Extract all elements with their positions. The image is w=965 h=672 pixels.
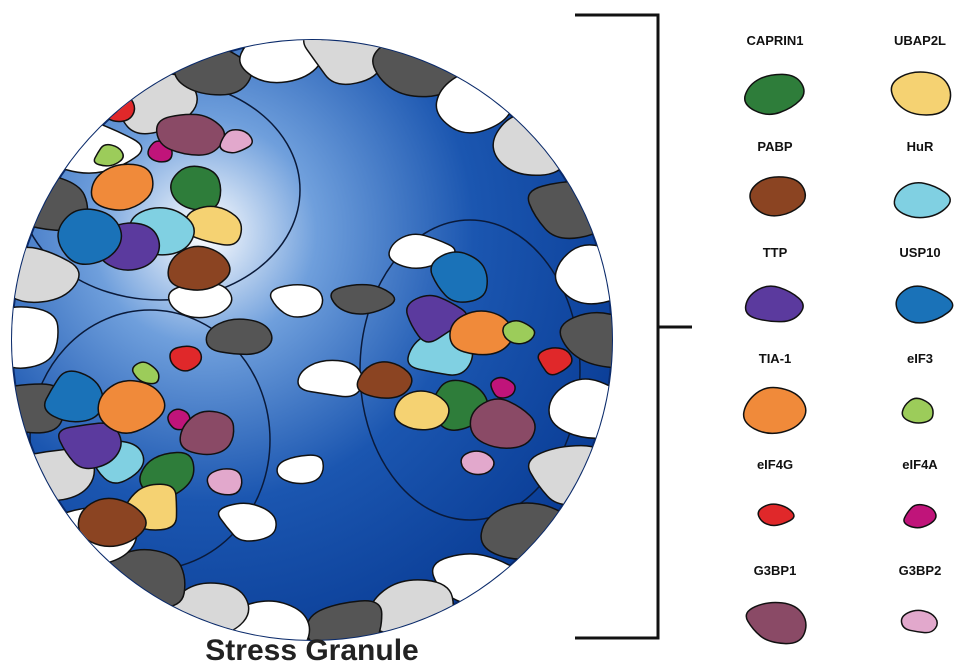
- legend-label: PABP: [757, 139, 792, 154]
- legend-label: CAPRIN1: [746, 33, 803, 48]
- legend-swatch: [744, 388, 806, 434]
- legend-swatch: [894, 183, 950, 218]
- page: {"title": "Stress Granule", "legend": [ …: [0, 0, 965, 672]
- legend-swatch: [902, 398, 933, 423]
- legend-label: eIF4A: [902, 457, 938, 472]
- legend-label: UBAP2L: [894, 33, 946, 48]
- channel-granule: [206, 319, 272, 354]
- legend-label: eIF4G: [757, 457, 793, 472]
- rim-granule: [0, 307, 58, 368]
- legend-swatch: [891, 72, 950, 115]
- diagram: Stress Granule CAPRIN1 UBAP2L PABP HuR TTP US…: [0, 0, 965, 672]
- legend: CAPRIN1 UBAP2L PABP HuR TTP USP10 TIA-1 eIF3 eIF…: [744, 33, 953, 644]
- rim-granule: [555, 245, 636, 304]
- protein: [461, 451, 494, 474]
- legend-label: TIA-1: [759, 351, 792, 366]
- legend-swatch: [746, 602, 806, 643]
- title: Stress Granule: [205, 634, 418, 667]
- legend-label: G3BP1: [754, 563, 797, 578]
- legend-swatch: [904, 505, 936, 528]
- legend-label: eIF3: [907, 351, 933, 366]
- legend-swatch: [901, 610, 937, 632]
- legend-label: HuR: [907, 139, 934, 154]
- protein: [100, 96, 134, 122]
- legend-swatch: [896, 286, 953, 323]
- protein: [395, 391, 449, 430]
- legend-swatch: [750, 177, 805, 216]
- legend-swatch: [758, 504, 794, 525]
- legend-swatch: [746, 286, 804, 322]
- legend-swatch: [745, 74, 804, 114]
- legend-label: G3BP2: [899, 563, 942, 578]
- legend-label: TTP: [763, 245, 788, 260]
- protein: [207, 469, 241, 495]
- legend-label: USP10: [899, 245, 940, 260]
- rim-granule: [549, 379, 640, 438]
